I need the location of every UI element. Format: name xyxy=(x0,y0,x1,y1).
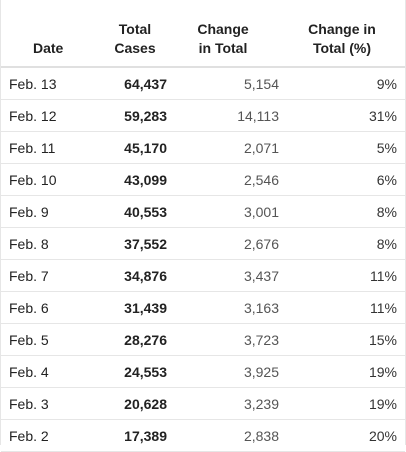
header-pct-line-2: Total (%) xyxy=(312,40,372,56)
cell-date: Feb. 9 xyxy=(1,195,103,228)
header-change-line-1: Change xyxy=(197,21,249,37)
table-row: Feb. 5 28,276 3,723 15% xyxy=(1,323,405,356)
cell-change-percent: 5% xyxy=(279,131,405,164)
cell-change-percent: 6% xyxy=(279,163,405,196)
cell-change-in-total: 3,723 xyxy=(167,323,279,356)
table-row: Feb. 6 31,439 3,163 11% xyxy=(1,291,405,324)
cell-date: Feb. 12 xyxy=(1,99,103,132)
cell-date: Feb. 3 xyxy=(1,387,103,420)
cell-change-in-total: 3,163 xyxy=(167,291,279,324)
cell-change-in-total: 2,546 xyxy=(167,163,279,196)
cell-total-cases: 34,876 xyxy=(103,259,167,292)
cell-change-percent: 31% xyxy=(279,99,405,132)
header-date: Date xyxy=(1,0,103,68)
cell-date: Feb. 6 xyxy=(1,291,103,324)
cell-date: Feb. 2 xyxy=(1,419,103,452)
cell-change-in-total: 5,154 xyxy=(167,67,279,100)
cell-date: Feb. 13 xyxy=(1,67,103,100)
table-row: Feb. 3 20,628 3,239 19% xyxy=(1,387,405,420)
cell-change-percent: 11% xyxy=(279,259,405,292)
header-change-in-total: Change in Total xyxy=(167,0,279,68)
table-row: Feb. 4 24,553 3,925 19% xyxy=(1,355,405,388)
cell-change-percent: 11% xyxy=(279,291,405,324)
cell-change-percent: 20% xyxy=(279,419,405,452)
table-row: Feb. 13 64,437 5,154 9% xyxy=(1,67,405,100)
table-header: Date Total Cases Change in Total Change … xyxy=(1,0,405,68)
cell-total-cases: 17,389 xyxy=(103,419,167,452)
table-row: Feb. 11 45,170 2,071 5% xyxy=(1,131,405,164)
cell-total-cases: 59,283 xyxy=(103,99,167,132)
cell-change-in-total: 2,676 xyxy=(167,227,279,260)
cell-date: Feb. 11 xyxy=(1,131,103,164)
table-row: Feb. 12 59,283 14,113 31% xyxy=(1,99,405,132)
cell-change-percent: 15% xyxy=(279,323,405,356)
cell-total-cases: 43,099 xyxy=(103,163,167,196)
header-date-line-1: Date xyxy=(33,40,64,56)
header-total-line-2: Cases xyxy=(114,40,156,56)
cell-change-in-total: 3,239 xyxy=(167,387,279,420)
cell-change-in-total: 3,001 xyxy=(167,195,279,228)
header-total-line-1: Total xyxy=(118,21,152,37)
table-row: Feb. 2 17,389 2,838 20% xyxy=(1,419,405,452)
cell-change-percent: 9% xyxy=(279,67,405,100)
cell-change-in-total: 3,437 xyxy=(167,259,279,292)
header-change-line-2: in Total xyxy=(198,40,248,56)
cell-change-percent: 19% xyxy=(279,355,405,388)
cell-total-cases: 40,553 xyxy=(103,195,167,228)
table-row: Feb. 7 34,876 3,437 11% xyxy=(1,259,405,292)
cell-date: Feb. 5 xyxy=(1,323,103,356)
header-total-cases: Total Cases xyxy=(103,0,167,68)
cell-date: Feb. 7 xyxy=(1,259,103,292)
cell-total-cases: 20,628 xyxy=(103,387,167,420)
table-row: Feb. 10 43,099 2,546 6% xyxy=(1,163,405,196)
cell-total-cases: 31,439 xyxy=(103,291,167,324)
cell-change-in-total: 2,838 xyxy=(167,419,279,452)
table-body: Feb. 13 64,437 5,154 9% Feb. 12 59,283 14,113 3… xyxy=(1,67,405,452)
cell-change-in-total: 3,925 xyxy=(167,355,279,388)
table-row: Feb. 8 37,552 2,676 8% xyxy=(1,227,405,260)
cell-change-percent: 8% xyxy=(279,195,405,228)
cell-date: Feb. 10 xyxy=(1,163,103,196)
header-pct-line-1: Change in xyxy=(308,21,376,37)
cell-total-cases: 24,553 xyxy=(103,355,167,388)
cell-date: Feb. 4 xyxy=(1,355,103,388)
cell-change-in-total: 2,071 xyxy=(167,131,279,164)
header-change-percent: Change in Total (%) xyxy=(279,0,405,68)
cell-date: Feb. 8 xyxy=(1,227,103,260)
cell-change-percent: 8% xyxy=(279,227,405,260)
cell-total-cases: 45,170 xyxy=(103,131,167,164)
cell-total-cases: 64,437 xyxy=(103,67,167,100)
cell-change-in-total: 14,113 xyxy=(167,99,279,132)
table-row: Feb. 9 40,553 3,001 8% xyxy=(1,195,405,228)
cell-change-percent: 19% xyxy=(279,387,405,420)
cell-total-cases: 28,276 xyxy=(103,323,167,356)
cell-total-cases: 37,552 xyxy=(103,227,167,260)
header-row: Date Total Cases Change in Total Change … xyxy=(1,0,405,68)
